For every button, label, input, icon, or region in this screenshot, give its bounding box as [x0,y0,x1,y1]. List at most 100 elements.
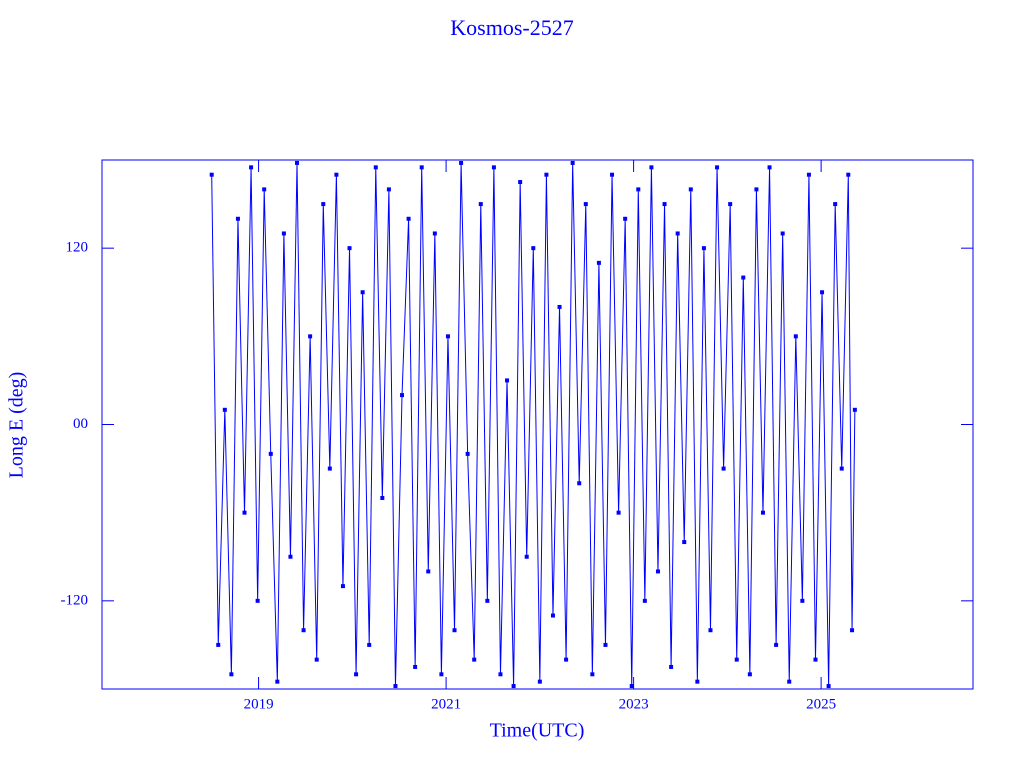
data-point [472,657,477,662]
data-point [452,628,457,633]
data-point [544,172,549,177]
data-point [465,451,470,456]
data-point [596,260,601,265]
data-point [629,684,634,689]
data-point [439,672,444,677]
data-point [491,165,496,170]
data-point [445,334,450,339]
y-tick-label: -120 [61,592,89,608]
data-point [754,187,759,192]
data-point [367,642,372,647]
data-point [603,642,608,647]
data-point [688,187,693,192]
y-tick-label: 00 [73,416,88,432]
data-point [833,202,838,207]
data-point [524,554,529,559]
y-tick-label: 120 [66,240,89,256]
data-point [518,180,523,185]
data-point [590,672,595,677]
data-point [295,160,300,165]
data-point [695,679,700,684]
data-point [787,679,792,684]
data-point [721,466,726,471]
data-point [373,165,378,170]
data-point [550,613,555,618]
data-point [701,246,706,251]
data-point [649,165,654,170]
data-point [616,510,621,515]
data-point [728,202,733,207]
data-point [485,598,490,603]
data-point [531,246,536,251]
data-point [406,216,411,221]
data-point [393,684,398,689]
data-point [288,554,293,559]
data-point [321,202,326,207]
data-point [793,334,798,339]
data-point [577,481,582,486]
data-point [400,393,405,398]
data-point [610,172,615,177]
data-point [459,160,464,165]
data-point [636,187,641,192]
data-point [505,378,510,383]
data-point [354,672,359,677]
x-tick-label: 2023 [619,696,649,712]
data-point [314,657,319,662]
data-point [347,246,352,251]
chart-title: Kosmos-2527 [450,15,573,40]
data-point [655,569,660,574]
data-line [211,162,856,687]
data-point [850,628,855,633]
data-point [715,165,720,170]
data-point [327,466,332,471]
data-point [334,172,339,177]
data-point [780,231,785,236]
data-point [760,510,765,515]
data-point [852,407,857,412]
data-point [669,664,674,669]
data-point [268,451,273,456]
series [209,160,857,689]
data-point [557,304,562,309]
data-point [360,290,365,295]
data-point [498,672,503,677]
data-point [662,202,667,207]
data-point [478,202,483,207]
data-point [774,642,779,647]
data-point [682,540,687,545]
data-point [741,275,746,280]
data-point [281,231,286,236]
data-point [426,569,431,574]
data-point [216,642,221,647]
data-point [386,187,391,192]
data-point [432,231,437,236]
y-axis-title: Long E (deg) [6,372,28,479]
data-point [209,172,214,177]
data-point [583,202,588,207]
data-point [413,664,418,669]
x-tick-label: 2025 [806,696,836,712]
data-point [380,495,385,500]
data-point [839,466,844,471]
x-tick-label: 2019 [244,696,274,712]
x-axis-title: Time(UTC) [490,720,585,742]
data-point [419,165,424,170]
data-point [734,657,739,662]
data-point [708,628,713,633]
data-point [675,231,680,236]
data-point [820,290,825,295]
data-point [806,172,811,177]
data-point [275,679,280,684]
data-point [767,165,772,170]
data-point [229,672,234,677]
data-point [249,165,254,170]
data-point [511,684,516,689]
data-point [537,679,542,684]
data-point [308,334,313,339]
x-tick-label: 2021 [431,696,461,712]
data-point [642,598,647,603]
data-point [262,187,267,192]
data-point [800,598,805,603]
